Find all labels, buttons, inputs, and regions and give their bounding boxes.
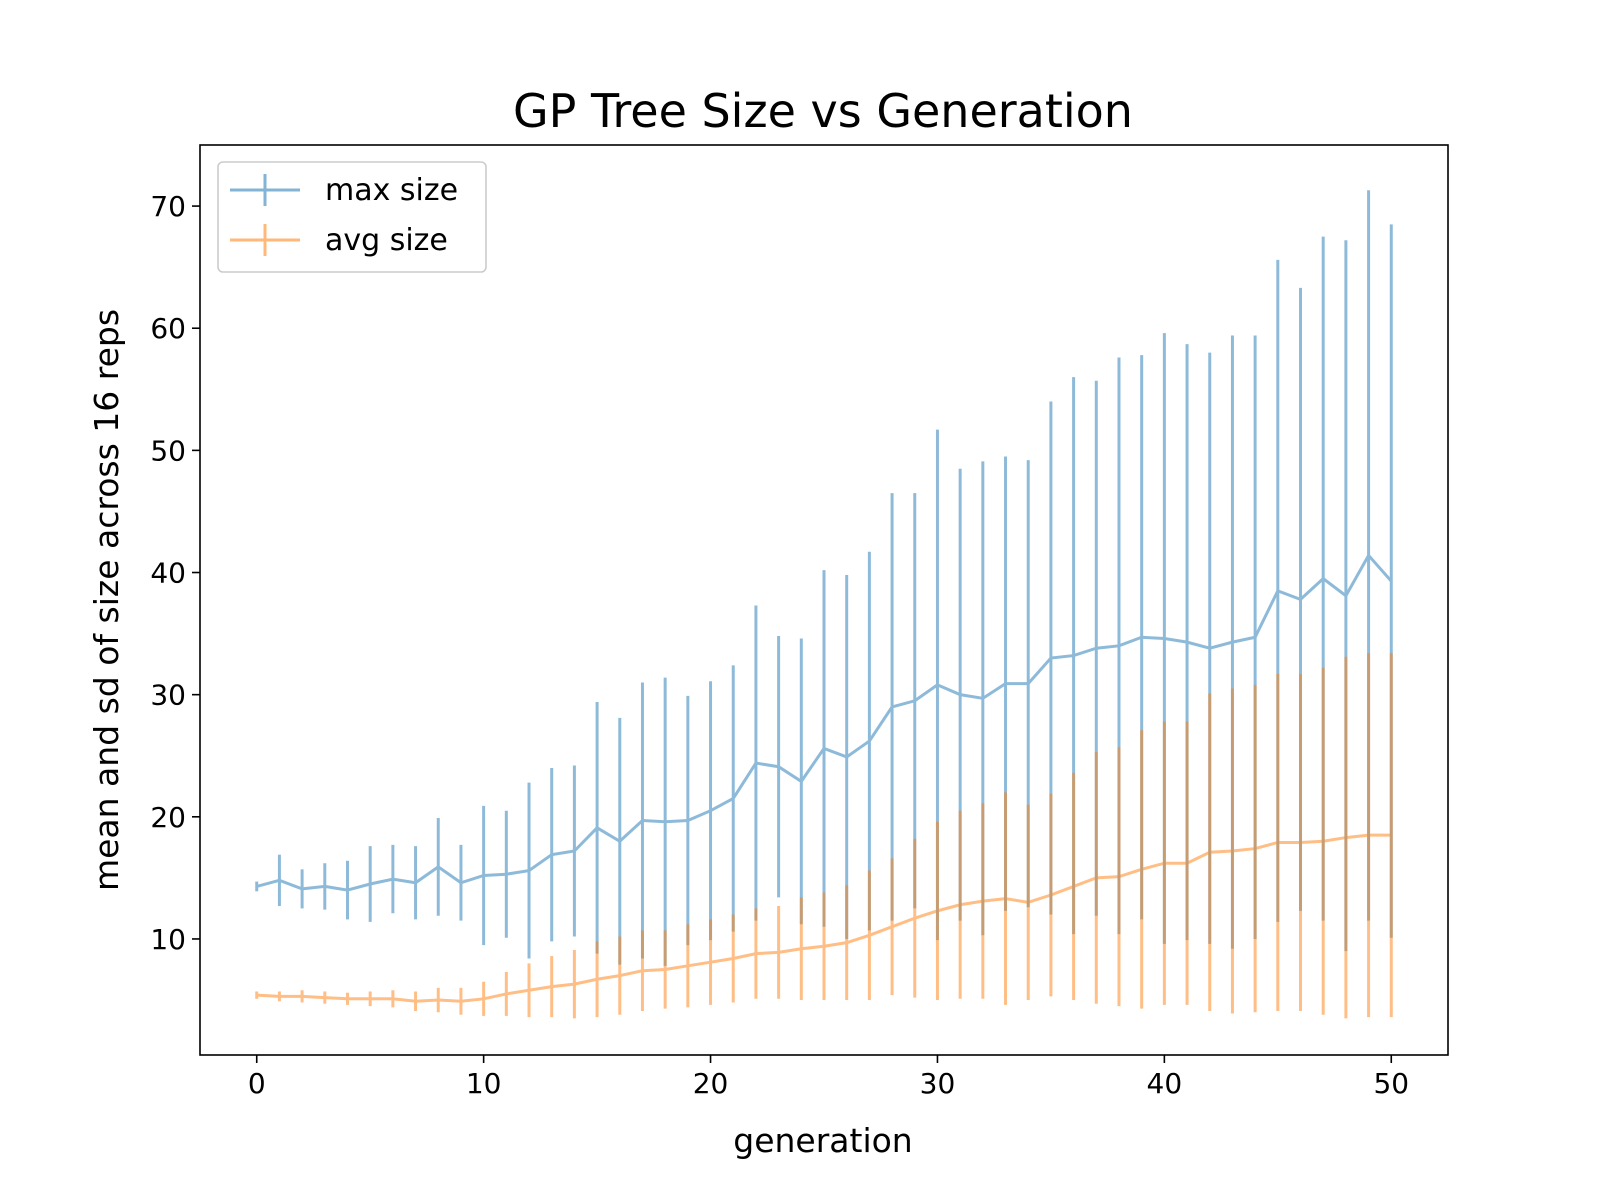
axes-frame [199, 144, 1449, 1056]
y-tick-label: 50 [150, 434, 186, 467]
y-tick-label: 20 [150, 801, 186, 834]
y-tick-label: 70 [150, 190, 186, 223]
axes-layer: 0 10 20 30 40 50 10 20 30 40 50 60 70 [150, 144, 1449, 1100]
legend-label: avg size [325, 223, 448, 258]
x-tick-label: 20 [693, 1067, 729, 1100]
x-tick-label: 10 [466, 1067, 502, 1100]
series-line [256, 552, 1393, 892]
x-tick-label: 50 [1373, 1067, 1409, 1100]
x-axis-label: generation [733, 1121, 912, 1160]
y-tick-label: 60 [150, 312, 186, 345]
x-tick-label: 0 [248, 1067, 266, 1100]
series-layer [255, 190, 1393, 1019]
x-tick-label: 40 [1147, 1067, 1183, 1100]
series-0 [255, 190, 1393, 966]
y-tick-label: 10 [150, 923, 186, 956]
legend-label: max size [325, 173, 458, 208]
chart-title: GP Tree Size vs Generation [513, 84, 1133, 138]
legend-swatch [230, 174, 300, 206]
legend: max size avg size [217, 161, 487, 273]
series-line [256, 833, 1392, 1003]
y-axis-label: mean and sd of size across 16 reps [87, 309, 126, 891]
y-tick-label: 30 [150, 679, 186, 712]
y-tick-label: 40 [150, 557, 186, 590]
x-tick-label: 30 [920, 1067, 956, 1100]
legend-swatch [230, 224, 300, 256]
series-1 [255, 653, 1393, 1019]
